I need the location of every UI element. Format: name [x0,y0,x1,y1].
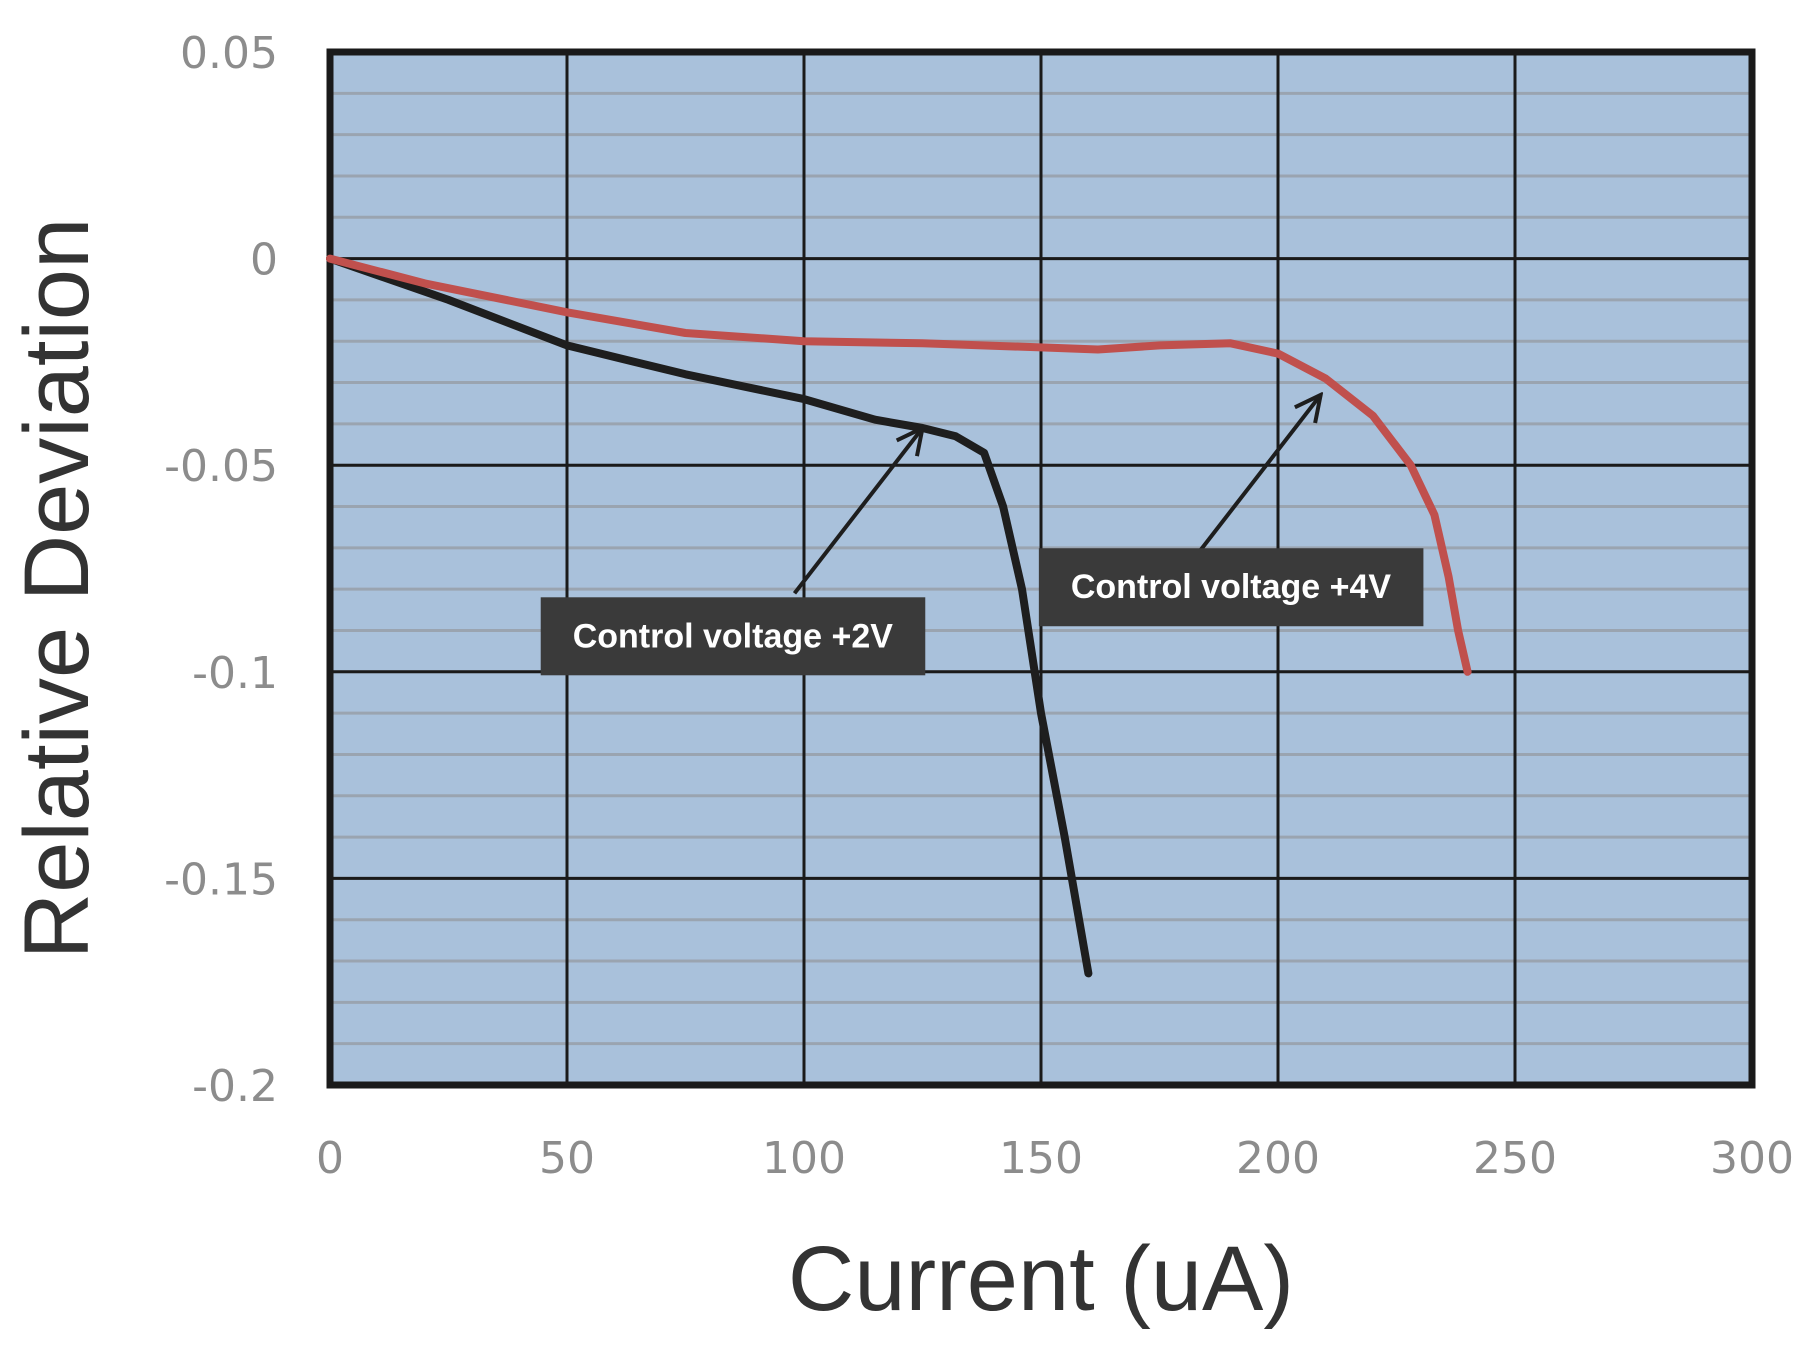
callout-label-2: Control voltage +4V [1071,568,1392,606]
y-tick-label: 0.05 [180,28,278,79]
callout-label-1: Control voltage +2V [573,617,894,655]
y-tick-label: -0.2 [192,1061,278,1112]
y-tick-labels: 0.05 0 -0.05 -0.1 -0.15 -0.2 [164,28,278,1112]
annotation-layer: Control voltage +2V Control voltage +4V [540,395,1424,676]
y-tick-label: -0.1 [192,648,278,699]
callout-arrow-1 [792,428,923,595]
callout-1: Control voltage +2V [540,597,926,676]
series-layer [326,254,1472,978]
x-tick-label: 300 [1710,1133,1794,1184]
callout-box-2 [1038,548,1424,627]
callout-2: Control voltage +4V [1038,548,1424,627]
series-line-2 [326,254,1472,676]
x-tick-label: 100 [762,1133,846,1184]
callout-box-1 [540,597,926,676]
callout-arrow-2 [1191,395,1321,562]
x-tick-label: 50 [539,1133,595,1184]
x-axis-title: Current (uA) [788,1228,1294,1330]
y-tick-label: -0.05 [164,441,278,492]
x-tick-labels: 0 50 100 150 200 250 300 [316,1133,1794,1184]
y-tick-label: -0.15 [164,854,278,905]
plot-frame [326,48,1756,1089]
x-tick-label: 200 [1236,1133,1320,1184]
x-tick-label: 150 [999,1133,1083,1184]
x-tick-label: 0 [316,1133,344,1184]
y-tick-label: 0 [250,235,278,286]
series-line-1 [326,254,1093,978]
x-tick-label: 250 [1473,1133,1557,1184]
y-axis-title: Relative Deviation [6,218,108,959]
